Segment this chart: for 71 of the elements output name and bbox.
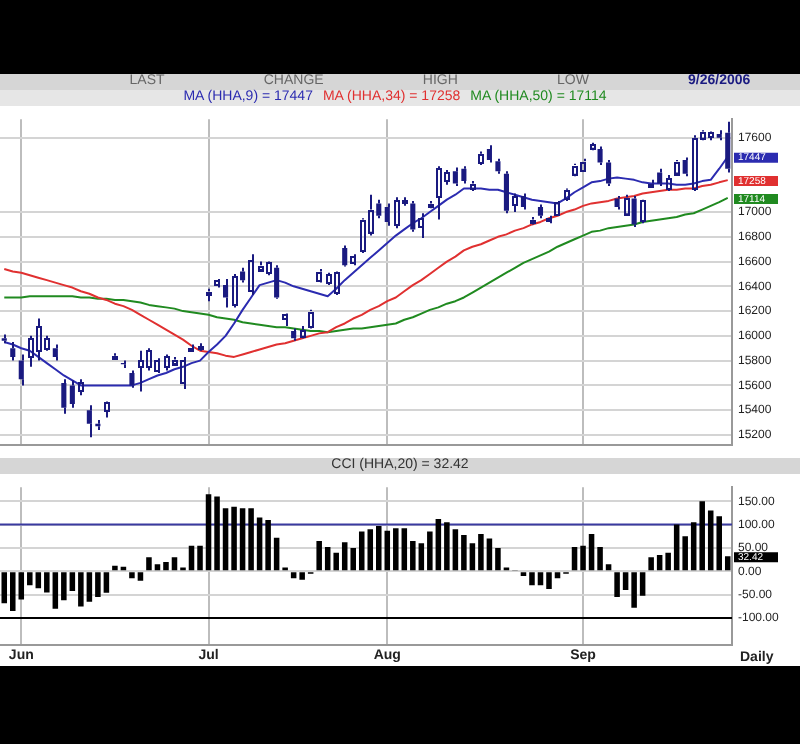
bar [299,572,305,580]
candlestick [274,264,280,298]
candlestick [384,202,390,227]
bar [341,542,348,571]
bar [452,529,459,571]
candlestick [452,166,458,188]
candlestick [554,202,560,217]
bar [435,518,442,571]
bar [367,529,374,571]
candlestick [86,404,92,439]
candlestick [18,353,24,387]
bar [699,501,705,571]
bar [103,572,110,593]
candlestick [461,165,467,185]
bar [171,557,178,571]
bar [1,572,8,604]
bar [52,572,59,609]
candlestick [606,159,612,188]
bar [358,531,365,571]
candlestick [291,327,297,342]
bar [137,572,144,581]
candlestick [214,280,220,289]
bar [35,572,42,589]
candlestick [725,120,731,174]
bar [393,528,399,571]
bar [444,522,450,571]
bar [239,508,246,571]
candlestick [674,162,680,176]
bar [588,533,595,571]
bar [265,519,271,571]
bar [129,572,135,579]
bar [461,534,467,571]
candlestick [410,199,416,233]
bar [529,572,535,586]
bar [546,572,552,590]
candlestick [52,343,58,362]
bar [478,533,484,571]
candlestick [36,317,42,362]
bar [648,557,654,571]
bar [205,494,212,571]
bar [248,508,254,571]
bar [112,565,118,571]
bar [401,528,408,571]
candlestick [138,349,144,393]
bar [214,496,220,571]
bar [95,572,101,598]
candlestick [564,190,570,202]
bar [86,572,93,602]
candlestick [10,341,16,362]
bar [290,572,297,579]
candlestick [614,194,620,211]
candlestick [326,274,332,287]
bar [163,561,169,571]
bar [78,572,84,607]
candlestick [436,165,442,221]
bar [61,572,67,601]
bar [316,540,322,571]
candlestick [520,192,527,211]
candlestick [129,369,135,389]
bar [631,572,637,608]
candlestick [597,145,603,167]
candlestick [61,378,67,415]
bar [537,572,544,586]
bar [231,506,237,571]
bar [495,547,501,571]
bar [154,564,161,571]
bar [614,572,620,598]
candlestick [486,144,492,164]
candlestick [342,244,348,266]
bar [146,557,152,571]
candlestick [248,253,254,296]
